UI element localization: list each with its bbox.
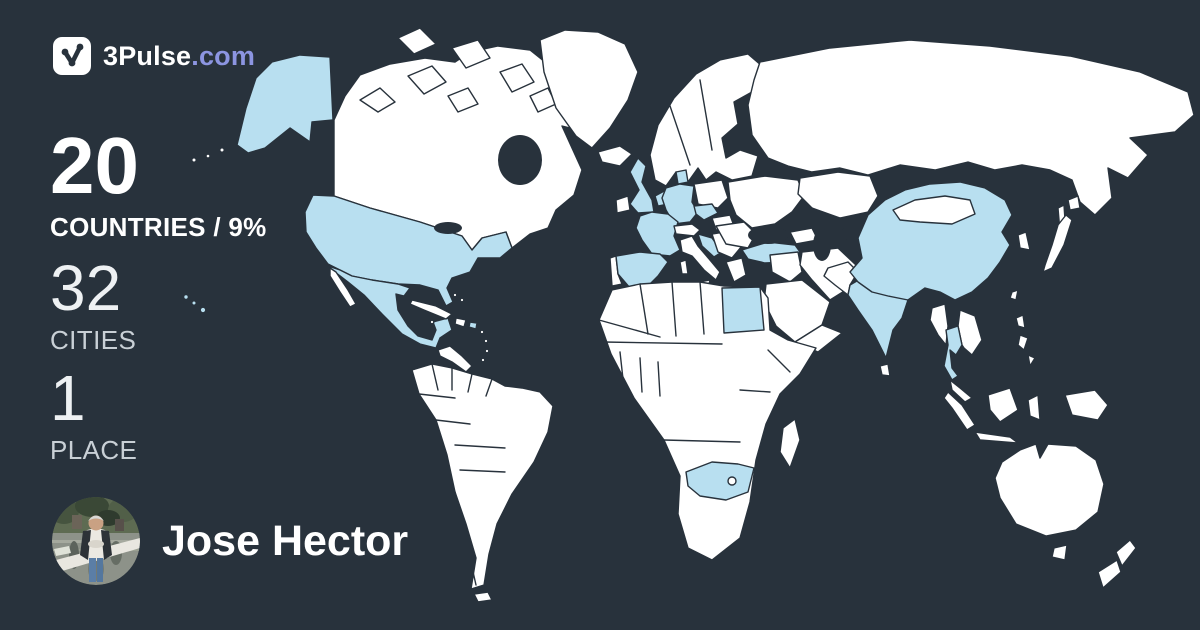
- brand-name: 3Pulse: [103, 40, 192, 71]
- map-nz-south-island: [1097, 559, 1122, 589]
- caspian-sea: [813, 229, 831, 261]
- map-eastern-europe: [727, 175, 805, 229]
- inland-water: [434, 135, 831, 261]
- map-country-korea: [1017, 231, 1031, 251]
- map-lesser-antilles: [429, 292, 490, 363]
- cities-count: 32: [50, 252, 122, 324]
- countries-label: COUNTRIES / 9%: [50, 212, 267, 242]
- map-country-germany: [661, 183, 699, 225]
- map-central-asia: [797, 171, 879, 219]
- map-java: [974, 431, 1019, 444]
- stat-cities: 32 CITIES: [50, 252, 137, 356]
- stat-countries: 20 COUNTRIES / 9%: [50, 121, 267, 243]
- map-south-america: [411, 363, 554, 590]
- avatar: [52, 497, 140, 585]
- map-central-america: [437, 345, 473, 373]
- map-arctic-islands: [359, 27, 557, 113]
- places-label: PLACE: [50, 434, 138, 465]
- map-aleutian-islands: [191, 147, 225, 163]
- map-country-madagascar: [779, 418, 801, 469]
- stat-places: 1 PLACE: [50, 362, 138, 466]
- map-country-spain: [615, 251, 669, 289]
- map-sardinia: [679, 259, 689, 275]
- map-country-usa: [304, 194, 513, 307]
- avatar-photo: [52, 497, 140, 585]
- map-country-cuba: [409, 299, 453, 320]
- profile-name: Jose Hector: [162, 516, 409, 565]
- map-country-france: [635, 211, 681, 257]
- map-country-alaska: [236, 54, 334, 154]
- map-country-portugal: [609, 255, 623, 287]
- map-country-egypt: [721, 286, 765, 334]
- map-country-greece: [725, 257, 747, 283]
- map-country-czechia: [693, 203, 719, 221]
- map-country-mexico: [327, 265, 453, 349]
- map-country-croatia: [697, 233, 723, 258]
- map-new-guinea: [1064, 389, 1109, 421]
- map-country-australia: [994, 443, 1105, 537]
- map-alpine-countries: [673, 223, 701, 237]
- cities-label: CITIES: [50, 324, 137, 355]
- map-hokkaido: [1067, 195, 1081, 211]
- map-hispaniola: [454, 317, 467, 328]
- map-borneo: [987, 387, 1019, 423]
- map-baja-california: [329, 267, 357, 308]
- map-country-thailand: [943, 325, 963, 381]
- map-country-denmark: [675, 169, 689, 185]
- map-country-south-africa: [685, 461, 755, 501]
- black-sea: [748, 226, 788, 244]
- great-lakes: [434, 222, 462, 234]
- brand-logo[interactable]: 3Pulse.com: [52, 36, 255, 76]
- map-country-mongolia: [892, 195, 976, 225]
- hudson-bay: [498, 135, 542, 185]
- map-country-ireland: [615, 195, 631, 214]
- map-scandinavia: [649, 53, 763, 187]
- map-country-russia: [747, 39, 1195, 216]
- map-country-iceland: [597, 145, 633, 167]
- countries-count: 20: [50, 121, 139, 210]
- map-country-japan: [1042, 214, 1073, 273]
- map-romania-bulgaria: [715, 221, 757, 249]
- map-hawaii: [182, 293, 207, 314]
- map-country-uk: [629, 157, 655, 214]
- map-country-malaysia: [949, 379, 973, 403]
- map-country-sri-lanka: [879, 363, 891, 377]
- map-sulawesi: [1027, 394, 1041, 421]
- map-country-myanmar: [929, 303, 949, 346]
- places-count: 1: [50, 362, 86, 434]
- brand-wordmark: 3Pulse.com: [103, 41, 255, 72]
- map-country-lesotho: [727, 476, 737, 486]
- map-country-italy: [679, 235, 721, 281]
- map-country-greenland: [539, 29, 639, 149]
- map-nz-north-island: [1115, 539, 1137, 567]
- map-tierra-del-fuego: [473, 591, 493, 603]
- route-check-icon: [53, 37, 91, 75]
- user-profile: Jose Hector: [52, 497, 408, 585]
- map-tasmania: [1051, 544, 1068, 561]
- map-sumatra: [943, 391, 976, 431]
- map-caribbean-island: [468, 321, 478, 330]
- map-country-taiwan: [1009, 289, 1019, 301]
- country-borders: [418, 79, 847, 586]
- map-iraq-syria: [769, 251, 803, 283]
- brand-tld: .com: [191, 40, 256, 71]
- map-country-philippines: [1015, 314, 1036, 367]
- map-country-poland: [693, 179, 729, 209]
